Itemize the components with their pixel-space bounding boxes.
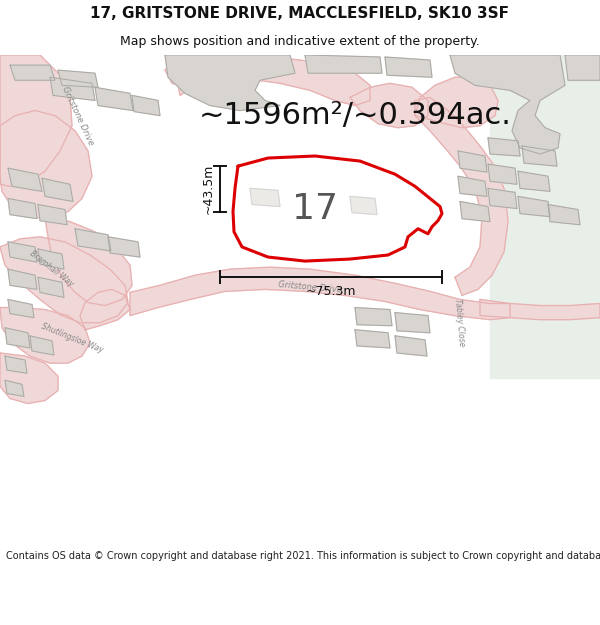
Text: Bramhall Way: Bramhall Way bbox=[28, 249, 76, 289]
Polygon shape bbox=[488, 164, 517, 184]
Polygon shape bbox=[8, 242, 37, 262]
Text: ~1596m²/~0.394ac.: ~1596m²/~0.394ac. bbox=[199, 101, 511, 130]
Polygon shape bbox=[108, 237, 140, 257]
Polygon shape bbox=[8, 199, 37, 219]
Polygon shape bbox=[8, 269, 37, 289]
Text: Tabley Close: Tabley Close bbox=[454, 298, 467, 347]
Text: Shutlingsloe Way: Shutlingsloe Way bbox=[40, 321, 104, 354]
Polygon shape bbox=[350, 196, 377, 214]
Polygon shape bbox=[75, 229, 111, 251]
Polygon shape bbox=[130, 267, 510, 319]
Polygon shape bbox=[132, 96, 160, 116]
Polygon shape bbox=[5, 380, 24, 396]
Text: 17, GRITSTONE DRIVE, MACCLESFIELD, SK10 3SF: 17, GRITSTONE DRIVE, MACCLESFIELD, SK10 … bbox=[91, 6, 509, 21]
Polygon shape bbox=[415, 98, 508, 296]
Polygon shape bbox=[0, 111, 92, 219]
Polygon shape bbox=[95, 88, 133, 111]
Polygon shape bbox=[50, 78, 95, 101]
Polygon shape bbox=[458, 176, 487, 196]
Polygon shape bbox=[415, 78, 498, 128]
Polygon shape bbox=[355, 308, 392, 326]
Polygon shape bbox=[488, 188, 517, 209]
Polygon shape bbox=[0, 55, 72, 186]
Polygon shape bbox=[460, 201, 490, 222]
Polygon shape bbox=[58, 70, 98, 88]
Polygon shape bbox=[395, 336, 427, 356]
Polygon shape bbox=[5, 328, 30, 348]
Polygon shape bbox=[480, 299, 600, 319]
Text: Contains OS data © Crown copyright and database right 2021. This information is : Contains OS data © Crown copyright and d… bbox=[6, 551, 600, 561]
Text: Gritstone Drive: Gritstone Drive bbox=[61, 85, 95, 146]
Polygon shape bbox=[165, 55, 215, 88]
Text: ~43.5m: ~43.5m bbox=[202, 164, 215, 214]
Polygon shape bbox=[0, 308, 90, 363]
Polygon shape bbox=[450, 55, 565, 154]
Polygon shape bbox=[178, 55, 370, 106]
Polygon shape bbox=[8, 168, 42, 191]
Polygon shape bbox=[0, 353, 58, 404]
Polygon shape bbox=[250, 188, 280, 206]
Polygon shape bbox=[458, 151, 487, 172]
Text: 17: 17 bbox=[292, 191, 338, 226]
Text: ~75.3m: ~75.3m bbox=[306, 286, 356, 298]
Polygon shape bbox=[548, 204, 580, 225]
Polygon shape bbox=[8, 299, 34, 318]
Text: Gritstone Drive: Gritstone Drive bbox=[278, 280, 342, 294]
Polygon shape bbox=[30, 336, 54, 355]
Polygon shape bbox=[355, 330, 390, 348]
Polygon shape bbox=[45, 217, 132, 306]
Polygon shape bbox=[305, 55, 382, 73]
Polygon shape bbox=[42, 178, 73, 201]
Polygon shape bbox=[38, 204, 67, 225]
Text: Map shows position and indicative extent of the property.: Map shows position and indicative extent… bbox=[120, 35, 480, 48]
Polygon shape bbox=[80, 289, 130, 330]
Polygon shape bbox=[488, 138, 520, 156]
Polygon shape bbox=[518, 196, 550, 217]
Polygon shape bbox=[233, 156, 442, 261]
Polygon shape bbox=[10, 65, 55, 80]
Polygon shape bbox=[0, 237, 128, 322]
Polygon shape bbox=[165, 55, 295, 111]
Polygon shape bbox=[395, 312, 430, 332]
Polygon shape bbox=[38, 249, 64, 269]
Polygon shape bbox=[522, 146, 557, 166]
Bar bbox=[490, 55, 600, 378]
Polygon shape bbox=[565, 55, 600, 80]
Polygon shape bbox=[38, 278, 64, 298]
Polygon shape bbox=[385, 57, 432, 78]
Polygon shape bbox=[518, 171, 550, 191]
Polygon shape bbox=[5, 356, 27, 373]
Polygon shape bbox=[350, 83, 428, 127]
